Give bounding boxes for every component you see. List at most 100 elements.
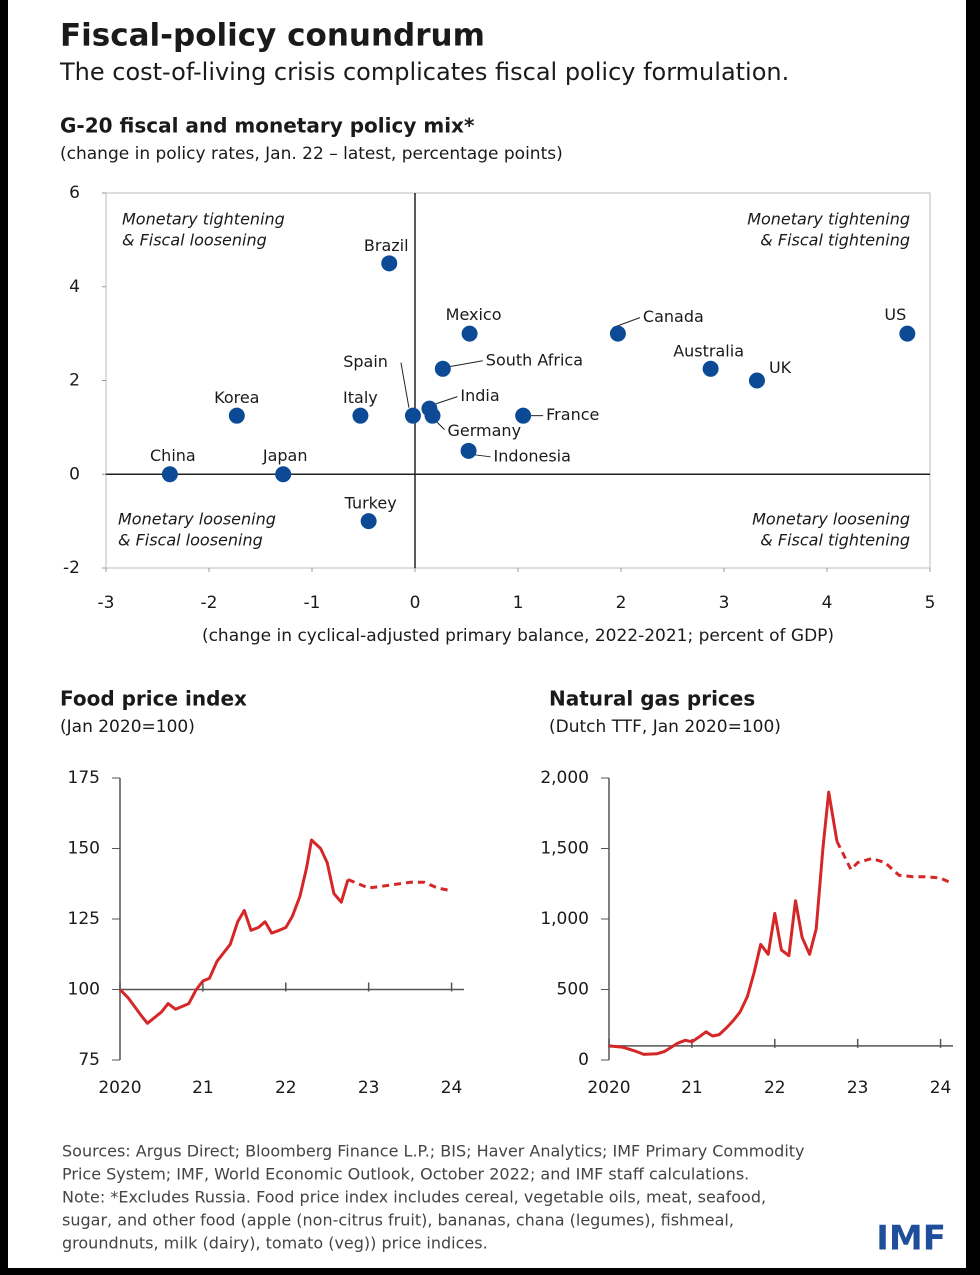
point <box>515 407 532 424</box>
x-tick-label: 2020 <box>587 1078 630 1098</box>
quadrant-note: Monetary tightening <box>122 210 285 229</box>
footnote: sugar, and other food (apple (non-citrus… <box>62 1211 734 1230</box>
point <box>609 325 626 342</box>
point <box>275 466 292 483</box>
footnote: Sources: Argus Direct; Bloomberg Finance… <box>62 1142 805 1161</box>
chart-title: G-20 fiscal and monetary policy mix* <box>60 114 475 138</box>
y-tick-label: 150 <box>68 839 100 859</box>
point <box>228 407 245 424</box>
point-label: Mexico <box>446 305 502 324</box>
chart-subtitle: (change in policy rates, Jan. 22 – lates… <box>60 144 563 164</box>
point-label: India <box>460 386 499 405</box>
series-line <box>347 878 452 893</box>
point-label: South Africa <box>486 350 583 369</box>
y-tick-label: 125 <box>68 909 100 929</box>
x-tick-label: 2020 <box>98 1078 141 1098</box>
x-tick-label: -3 <box>98 593 115 613</box>
point-label: Canada <box>643 307 704 326</box>
leader-line <box>448 360 483 368</box>
point <box>161 466 178 483</box>
x-tick-label: 23 <box>358 1078 380 1098</box>
x-tick-label: 2 <box>616 593 627 613</box>
point-label: Japan <box>262 446 308 465</box>
y-tick-label: 2 <box>69 371 80 391</box>
point-label: Indonesia <box>494 446 571 465</box>
x-tick-label: 5 <box>925 593 936 613</box>
y-tick-label: 75 <box>78 1050 100 1070</box>
point-label: Brazil <box>364 236 409 255</box>
leader-line <box>474 454 491 458</box>
x-tick-label: 24 <box>930 1078 952 1098</box>
title: Fiscal-policy conundrum <box>60 18 485 54</box>
x-tick-label: -2 <box>201 593 218 613</box>
series-line <box>608 790 839 1056</box>
y-tick-label: 1,500 <box>540 839 589 859</box>
point <box>748 372 765 389</box>
point <box>352 407 369 424</box>
point <box>899 325 916 342</box>
y-tick-label: -2 <box>63 558 80 578</box>
point <box>360 513 377 530</box>
footnote: Note: *Excludes Russia. Food price index… <box>62 1188 766 1207</box>
point-label: US <box>884 305 906 324</box>
x-tick-label: 21 <box>192 1078 214 1098</box>
point-label: Australia <box>673 341 744 360</box>
series-line <box>118 838 350 1025</box>
x-tick-label: 24 <box>441 1078 463 1098</box>
y-tick-label: 175 <box>68 768 100 788</box>
subtitle: The cost-of-living crisis complicates fi… <box>59 58 789 86</box>
quadrant-note: & Fiscal loosening <box>122 231 267 250</box>
x-tick-label: 1 <box>513 593 524 613</box>
y-tick-label: 0 <box>578 1050 589 1070</box>
y-tick-label: 4 <box>69 277 80 297</box>
leader-line <box>433 396 458 406</box>
x-tick-label: 23 <box>847 1078 869 1098</box>
chart-title: Food price index <box>60 687 247 711</box>
quadrant-note: & Fiscal tightening <box>760 231 910 250</box>
y-tick-label: 6 <box>69 183 80 203</box>
point <box>702 360 719 377</box>
point-label: France <box>546 405 599 424</box>
x-tick-label: -1 <box>304 593 321 613</box>
x-tick-label: 0 <box>410 593 421 613</box>
footnote: groundnuts, milk (dairy), tomato (veg)) … <box>62 1234 488 1253</box>
series-line <box>835 840 954 886</box>
y-tick-label: 2,000 <box>540 768 589 788</box>
quadrant-note: Monetary tightening <box>747 210 910 229</box>
chart-subtitle: (Dutch TTF, Jan 2020=100) <box>549 717 781 737</box>
point-label: Korea <box>214 388 259 407</box>
point-label: Germany <box>448 421 522 440</box>
chart-title: Natural gas prices <box>549 687 755 711</box>
quadrant-note: & Fiscal tightening <box>760 531 910 550</box>
footnote: Price System; IMF, World Economic Outloo… <box>62 1165 749 1184</box>
x-tick-label: 4 <box>822 593 833 613</box>
y-tick-label: 0 <box>69 464 80 484</box>
panel <box>8 0 966 1268</box>
chart-subtitle: (Jan 2020=100) <box>60 717 195 737</box>
point <box>424 407 441 424</box>
x-tick-label: 22 <box>764 1078 786 1098</box>
y-tick-label: 100 <box>68 980 100 1000</box>
y-tick-label: 1,000 <box>540 909 589 929</box>
quadrant-note: & Fiscal loosening <box>118 531 263 550</box>
leader-line <box>400 362 410 408</box>
point-label: Turkey <box>344 494 397 513</box>
point-label: Spain <box>343 352 388 371</box>
logo: IMF <box>876 1219 946 1259</box>
x-tick-label: 21 <box>681 1078 703 1098</box>
point-label: Italy <box>343 388 378 407</box>
quadrant-note: Monetary loosening <box>118 510 276 529</box>
point <box>461 325 478 342</box>
quadrant-note: Monetary loosening <box>752 510 910 529</box>
point-label: UK <box>769 358 792 377</box>
point <box>460 442 477 459</box>
x-axis-label: (change in cyclical-adjusted primary bal… <box>202 626 834 646</box>
point-label: China <box>150 446 196 465</box>
point <box>434 360 451 377</box>
x-tick-label: 3 <box>719 593 730 613</box>
point <box>404 407 421 424</box>
y-tick-label: 500 <box>557 980 589 1000</box>
point <box>381 255 398 272</box>
x-tick-label: 22 <box>275 1078 297 1098</box>
